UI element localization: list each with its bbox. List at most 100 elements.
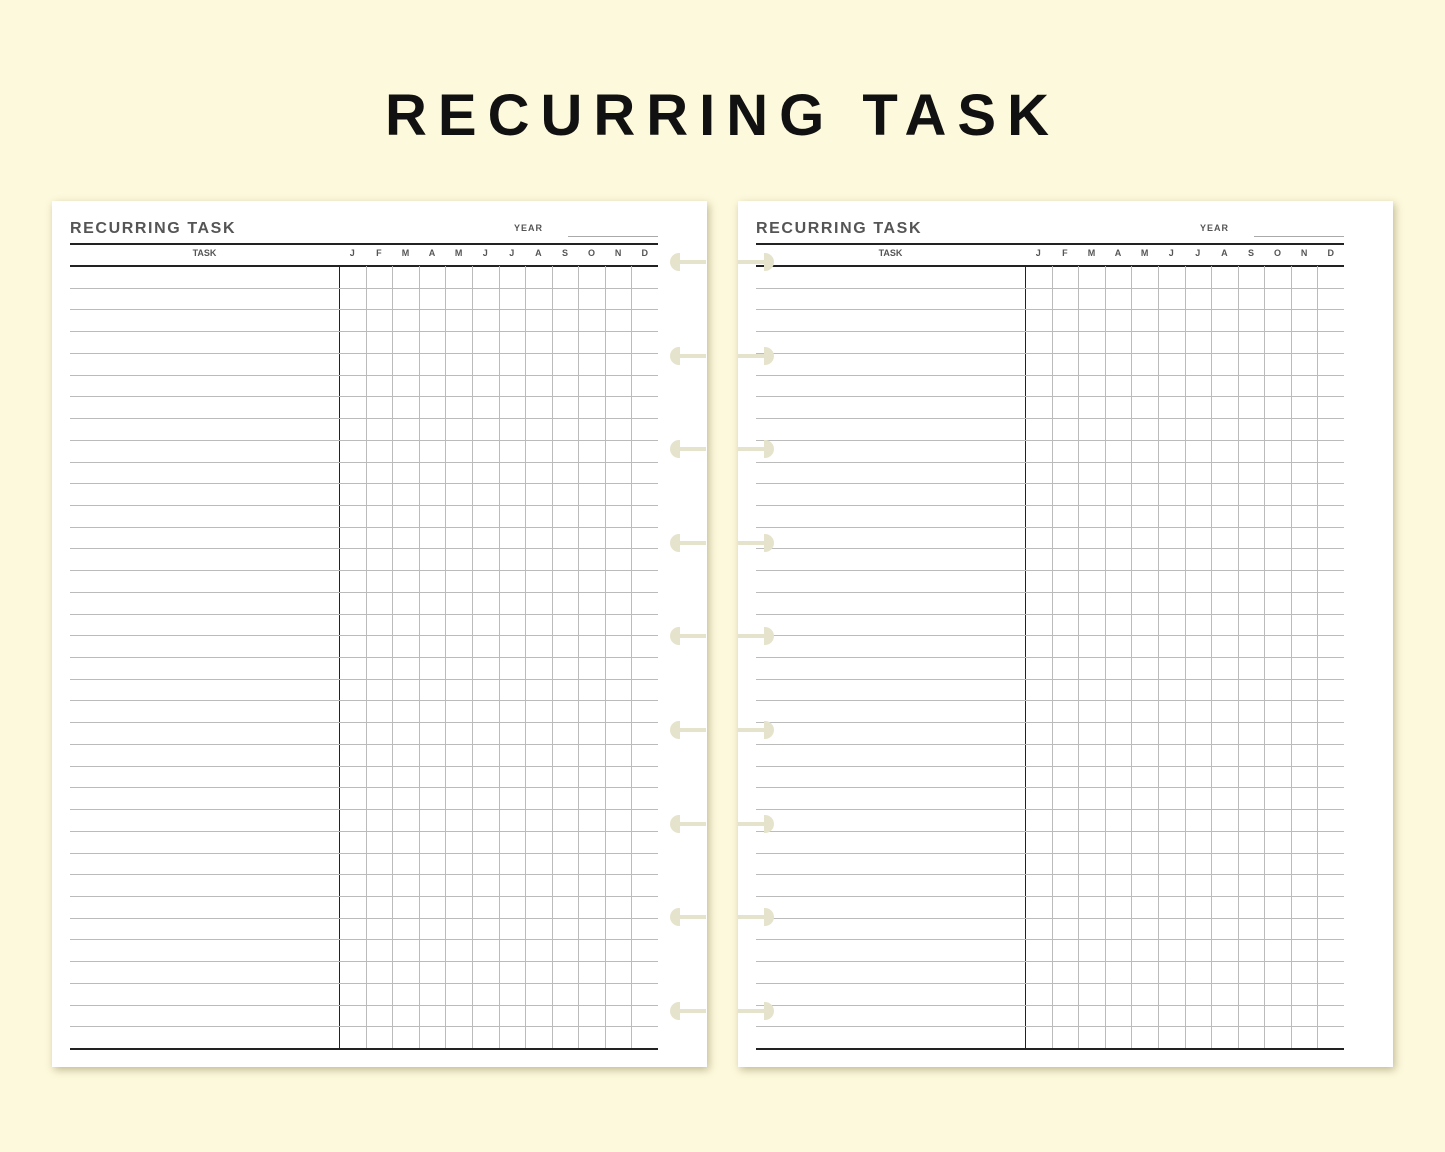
task-row[interactable] (70, 658, 339, 679)
task-row[interactable] (70, 310, 339, 331)
task-row-line (70, 809, 658, 811)
task-row[interactable] (756, 788, 1025, 809)
task-row[interactable] (756, 1006, 1025, 1027)
disc-cap (670, 440, 680, 459)
task-row[interactable] (756, 376, 1025, 397)
month-header: O (588, 248, 596, 258)
task-row[interactable] (70, 875, 339, 896)
task-row[interactable] (70, 810, 339, 831)
task-row[interactable] (70, 571, 339, 592)
task-row-line (756, 830, 1344, 832)
task-row[interactable] (756, 441, 1025, 462)
task-row[interactable] (70, 636, 339, 657)
task-row[interactable] (756, 745, 1025, 766)
task-row[interactable] (70, 767, 339, 788)
task-row-line (70, 917, 658, 919)
task-row-line (70, 613, 658, 615)
task-row[interactable] (70, 701, 339, 722)
task-row-line (70, 418, 658, 420)
task-row[interactable] (756, 463, 1025, 484)
disc-hole-left (670, 1001, 706, 1020)
task-row[interactable] (756, 615, 1025, 636)
task-row[interactable] (70, 419, 339, 440)
task-row[interactable] (70, 463, 339, 484)
task-row[interactable] (70, 788, 339, 809)
task-row[interactable] (756, 310, 1025, 331)
disc-hole-left (670, 346, 706, 365)
task-row[interactable] (756, 984, 1025, 1005)
task-row[interactable] (70, 376, 339, 397)
year-input-line[interactable] (1254, 236, 1344, 237)
task-row[interactable] (756, 419, 1025, 440)
task-row[interactable] (70, 506, 339, 527)
task-row[interactable] (756, 919, 1025, 940)
task-row[interactable] (70, 615, 339, 636)
disc-stem (738, 1008, 766, 1013)
task-row[interactable] (756, 832, 1025, 853)
task-row[interactable] (756, 680, 1025, 701)
task-row[interactable] (756, 962, 1025, 983)
task-row[interactable] (756, 940, 1025, 961)
task-row-line (756, 374, 1344, 376)
task-row[interactable] (756, 810, 1025, 831)
task-row-line (70, 787, 658, 789)
year-input-line[interactable] (568, 236, 658, 237)
task-row[interactable] (756, 289, 1025, 310)
task-row[interactable] (70, 332, 339, 353)
month-header: J (349, 248, 355, 258)
task-row[interactable] (70, 680, 339, 701)
task-row[interactable] (70, 528, 339, 549)
task-row[interactable] (70, 832, 339, 853)
task-row[interactable] (756, 354, 1025, 375)
task-row[interactable] (70, 549, 339, 570)
task-row[interactable] (70, 745, 339, 766)
task-row[interactable] (70, 919, 339, 940)
task-row[interactable] (70, 484, 339, 505)
task-row-line (70, 504, 658, 506)
task-row-line (756, 678, 1344, 680)
task-row[interactable] (756, 593, 1025, 614)
task-row-line (756, 743, 1344, 745)
task-row[interactable] (756, 723, 1025, 744)
task-row[interactable] (70, 397, 339, 418)
task-row[interactable] (756, 897, 1025, 918)
task-row[interactable] (756, 767, 1025, 788)
task-row[interactable] (70, 723, 339, 744)
task-row[interactable] (756, 506, 1025, 527)
task-row-line (756, 635, 1344, 637)
task-row[interactable] (70, 593, 339, 614)
task-row[interactable] (756, 854, 1025, 875)
task-row-line (70, 1026, 658, 1028)
task-row[interactable] (756, 658, 1025, 679)
task-row[interactable] (70, 354, 339, 375)
task-row[interactable] (756, 636, 1025, 657)
task-row-line (756, 961, 1344, 963)
task-row[interactable] (756, 528, 1025, 549)
disc-cap (764, 440, 774, 459)
month-header: J (1035, 248, 1041, 258)
task-row[interactable] (756, 484, 1025, 505)
task-row[interactable] (756, 549, 1025, 570)
task-row[interactable] (70, 940, 339, 961)
task-row[interactable] (756, 332, 1025, 353)
task-row[interactable] (70, 289, 339, 310)
task-row-line (70, 439, 658, 441)
planner-page-left: RECURRING TASK YEAR TASK J F M A M J J A S O N D (52, 201, 707, 1067)
task-row-line (756, 765, 1344, 767)
header-bottom-rule (756, 265, 1344, 267)
task-row[interactable] (756, 397, 1025, 418)
task-row[interactable] (70, 962, 339, 983)
task-row[interactable] (70, 1027, 339, 1048)
month-header: F (376, 248, 382, 258)
task-row[interactable] (756, 875, 1025, 896)
task-row[interactable] (756, 267, 1025, 288)
task-row[interactable] (756, 1027, 1025, 1048)
task-row[interactable] (70, 441, 339, 462)
task-row[interactable] (70, 984, 339, 1005)
task-row[interactable] (70, 897, 339, 918)
task-row[interactable] (756, 571, 1025, 592)
task-row[interactable] (70, 1006, 339, 1027)
task-row[interactable] (70, 854, 339, 875)
task-row[interactable] (756, 701, 1025, 722)
task-row[interactable] (70, 267, 339, 288)
